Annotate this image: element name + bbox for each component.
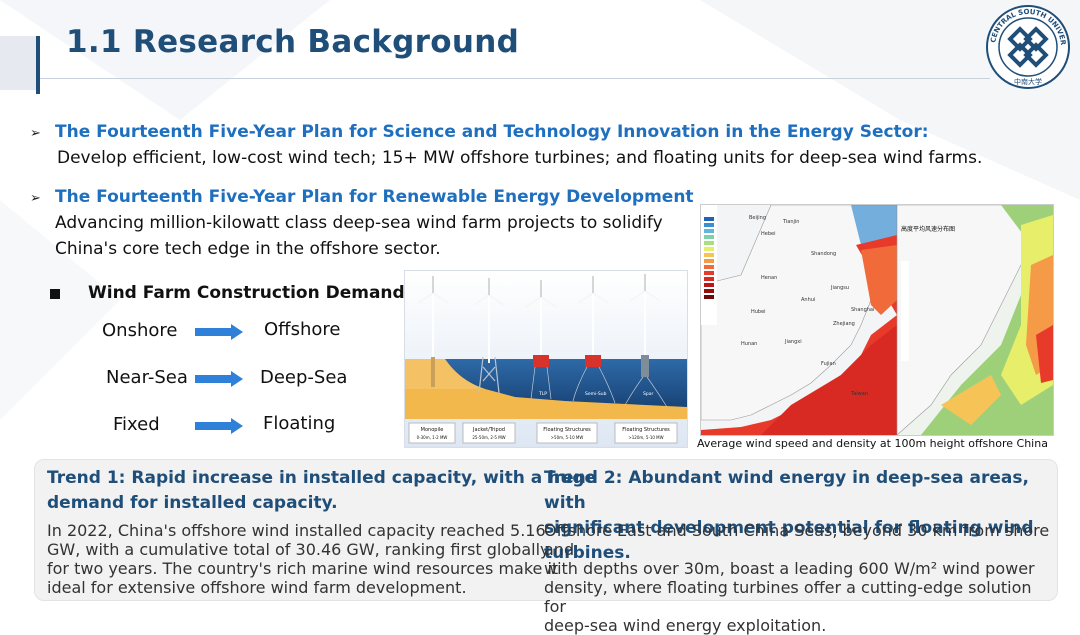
turbine-diagram: TLP Semi-Sub Spar Monopile 0-30m, 1-2 MW… [405,271,687,447]
map-place: Henan [761,275,777,281]
map-place: Jiangxi [784,339,802,345]
trend-1-line: In 2022, China's offshore wind installed… [47,521,546,540]
trends-panel: Trend 1: Rapid increase in installed cap… [34,459,1058,635]
trend-2-line: deep-sea wind energy exploitation. [544,616,827,635]
trend-1-line: ideal for extensive offshore wind farm d… [47,578,467,597]
plan-2-text-line2: China's core tech edge in the offshore s… [55,239,441,259]
map-caption: Average wind speed and density at 100m h… [697,437,1048,450]
square-bullet-icon [50,289,60,299]
map-place: Shandong [811,251,836,257]
tag-semi-sub: Semi-Sub [585,391,607,397]
map-place: Jiangsu [830,285,849,291]
title-accent-bar [36,36,40,94]
label-jacket: Jacket/Tripod [472,427,505,433]
trend-2-title-line2: significant development potential for fl… [544,518,1034,563]
label-monopile: Monopile [421,427,444,433]
trend-2-line: with depths over 30m, boast a leading 60… [544,559,1035,578]
map-place: Fujian [821,361,836,367]
plan-2: The Fourteenth Five-Year Plan for Renewa… [55,184,694,262]
trend-1-line: for two years. The country's rich marine… [47,559,559,578]
trend-1-body: In 2022, China's offshore wind installed… [47,521,558,597]
trend-1-title: Trend 1: Rapid increase in installed cap… [47,466,596,516]
demand-from-3: Fixed [113,414,160,435]
map-place: Hubei [751,309,766,315]
trend-2-line: Offshore East and South China Seas, beyo… [544,521,1050,559]
map-place: Tianjin [782,219,799,225]
map-place: Anhui [801,297,815,303]
trend-2-title: Trend 2: Abundant wind energy in deep-se… [544,466,1057,566]
label-jacket-range: 25-50m, 2-5 MW [472,435,505,440]
right-arrow-icon [195,371,243,387]
trend-1-title-line2: demand for installed capacity. [47,493,338,513]
plan-1-title: The Fourteenth Five-Year Plan for Scienc… [55,122,929,142]
logo-cn: 中南大学 [1014,77,1042,86]
map-place: Shanghai [851,307,874,313]
demand-from-1: Onshore [102,320,178,341]
label-floating-2-range: >120m, 5-10 MW [628,435,663,440]
title-divider [40,78,990,79]
label-floating-2: Floating Structures [622,427,670,433]
page-title: 1.1 Research Background [66,24,520,60]
plan-1-text: Develop efficient, low-cost wind tech; 1… [57,148,983,168]
plan-2-title: The Fourteenth Five-Year Plan for Renewa… [55,187,694,207]
map-place: Taiwan [850,391,868,397]
right-arrow-icon [195,418,243,434]
demand-to-2: Deep-Sea [260,367,348,388]
trend-2-line: density, where floating turbines offer a… [544,578,1032,616]
right-arrow-icon [195,324,243,340]
trend-1-line: GW, with a cumulative total of 30.46 GW,… [47,540,550,559]
background-shapes [0,0,330,120]
label-floating-1: Floating Structures [543,427,591,433]
legend-title-cn: 高度平均风速分布图 [901,225,955,233]
title-accent-block [0,36,40,90]
turbine-foundation-illustration: TLP Semi-Sub Spar Monopile 0-30m, 1-2 MW… [404,270,688,448]
map-place: Hunan [741,341,757,347]
map-place: Zhejiang [833,321,855,327]
tag-spar: Spar [643,391,653,397]
plan-1: The Fourteenth Five-Year Plan for Scienc… [55,119,982,171]
map-place: Beijing [749,215,766,221]
trend-2-body: Offshore East and South China Seas, beyo… [544,521,1057,635]
university-logo: CENTRAL SOUTH UNIVERSITY 中南大学 [985,4,1070,89]
trend-2-title-line1: Trend 2: Abundant wind energy in deep-se… [544,468,1029,513]
wind-map-image: Hebei Beijing Tianjin Shandong Henan Jia… [701,205,1053,435]
label-monopile-range: 0-30m, 1-2 MW [417,435,448,440]
label-floating-1-range: >50m, 5-10 MW [551,435,584,440]
bullet-arrow-icon: ➢ [30,191,41,206]
plan-2-text-line1: Advancing million-kilowatt class deep-se… [55,213,663,233]
trend-1-title-line1: Trend 1: Rapid increase in installed cap… [47,468,597,488]
demand-to-1: Offshore [264,319,341,340]
demand-title: Wind Farm Construction Demand [88,283,405,303]
demand-from-2: Near-Sea [106,367,188,388]
demand-to-3: Floating [263,413,336,434]
tag-tlp: TLP [538,391,547,397]
bullet-arrow-icon: ➢ [30,126,41,141]
map-place: Hebei [761,231,775,237]
wind-maps: Hebei Beijing Tianjin Shandong Henan Jia… [700,204,1054,436]
